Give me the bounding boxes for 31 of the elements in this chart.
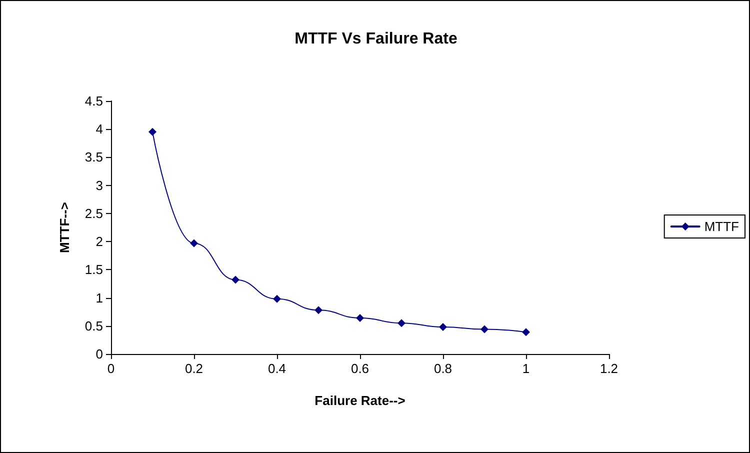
point: [356, 314, 364, 322]
x-tick-label: 0.4: [268, 361, 286, 376]
y-tick-label: 0.5: [84, 318, 103, 334]
point: [190, 239, 198, 248]
y-tick-label: 2.5: [84, 206, 103, 221]
point: [314, 306, 322, 314]
x-tick-label: 1: [522, 361, 530, 376]
point: [439, 323, 447, 332]
point: [398, 319, 406, 328]
point: [522, 328, 530, 336]
chart-title: MTTF Vs Failure Rate: [294, 30, 458, 48]
y-tick-label: 0: [96, 346, 103, 362]
legend-label: MTTF: [704, 219, 740, 234]
y-tick-label: 3: [96, 178, 103, 193]
point: [273, 294, 281, 303]
point: [232, 276, 240, 284]
x-axis-title: Failure Rate-->: [314, 393, 406, 408]
x-tick-label: 1.2: [600, 361, 618, 376]
point: [148, 128, 156, 136]
point: [480, 325, 488, 334]
y-tick-label: 1.5: [84, 262, 103, 278]
y-tick-label: 3.5: [84, 150, 103, 165]
x-tick-label: 0.6: [350, 361, 370, 376]
x-tick-label: 0.2: [184, 361, 204, 376]
y-tick-label: 4.5: [84, 94, 103, 108]
x-tick-label: 0.8: [434, 361, 452, 376]
y-tick-label: 2: [96, 234, 103, 250]
y-tick-label: 1: [96, 290, 103, 306]
y-axis-title: MTTF-->: [57, 202, 72, 253]
y-tick-label: 4: [96, 122, 103, 137]
x-tick-label: 0: [107, 361, 115, 376]
